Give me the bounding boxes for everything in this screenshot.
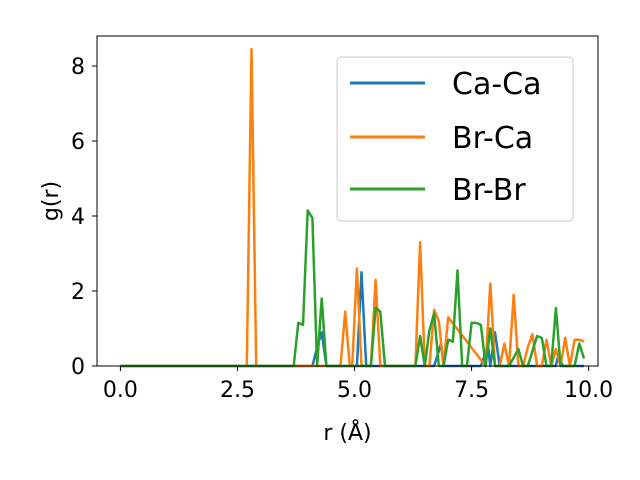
y-tick-label: 8 bbox=[71, 55, 85, 80]
y-tick-label: 6 bbox=[71, 130, 85, 155]
y-tick-label: 0 bbox=[71, 355, 85, 380]
x-tick-label: 10.0 bbox=[564, 378, 613, 403]
legend-label-br-ca: Br-Ca bbox=[452, 121, 533, 156]
x-axis: 0.0 2.5 5.0 7.5 10.0 bbox=[103, 366, 613, 403]
legend-label-ca-ca: Ca-Ca bbox=[452, 67, 542, 102]
x-tick-label: 5.0 bbox=[337, 378, 372, 403]
legend-box bbox=[336, 56, 574, 222]
legend: Ca-Ca Br-Ca Br-Br bbox=[336, 56, 574, 222]
y-axis-label: g(r) bbox=[39, 181, 64, 221]
x-tick-label: 2.5 bbox=[220, 378, 255, 403]
plot-frame bbox=[96, 35, 599, 367]
x-tick-label: 0.0 bbox=[103, 378, 138, 403]
y-axis: 0 2 4 6 8 bbox=[71, 55, 97, 380]
x-axis-label: r (Å) bbox=[323, 419, 371, 446]
y-tick-label: 2 bbox=[71, 280, 85, 305]
legend-label-br-br: Br-Br bbox=[452, 173, 526, 208]
y-tick-label: 4 bbox=[71, 205, 85, 230]
x-tick-label: 7.5 bbox=[454, 378, 489, 403]
